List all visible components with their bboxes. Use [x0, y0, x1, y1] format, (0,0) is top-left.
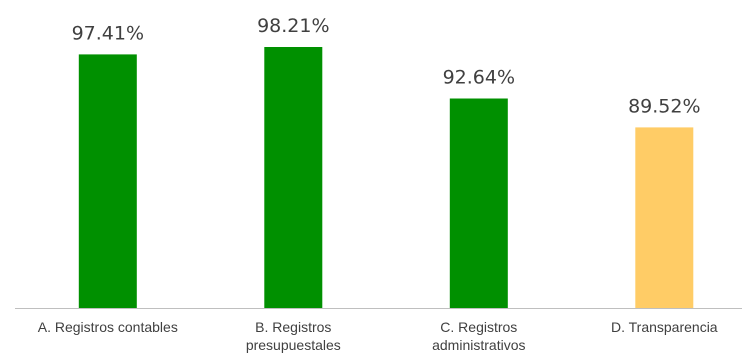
bars-group: [78, 47, 694, 309]
data-labels-group: 97.41% 98.21% 92.64% 89.52%: [72, 15, 701, 117]
data-label-c-registros-administrativos: 92.64%: [443, 67, 515, 89]
data-label-b-registros-presupuestales: 98.21%: [257, 15, 329, 37]
tick-label-d-transparencia: D. Transparencia: [611, 319, 718, 335]
tick-label-c-registros-administrativos: C. Registros administrativos: [432, 319, 525, 353]
bar-b-registros-presupuestales: [264, 47, 323, 308]
bar-c-registros-administrativos: [449, 98, 508, 308]
tick-label-a-registros-contables: A. Registros contables: [38, 319, 178, 335]
tick-label-line: presupuestales: [246, 337, 341, 353]
tick-label-line: B. Registros: [255, 319, 331, 335]
data-label-a-registros-contables: 97.41%: [72, 22, 144, 44]
tick-label-line: administrativos: [432, 337, 525, 353]
tick-label-line: A. Registros contables: [38, 319, 178, 335]
tick-label-line: D. Transparencia: [611, 319, 718, 335]
tick-label-line: C. Registros: [440, 319, 517, 335]
data-label-d-transparencia: 89.52%: [628, 95, 700, 117]
bar-a-registros-contables: [78, 54, 137, 309]
bar-d-transparencia: [635, 127, 694, 309]
tick-label-b-registros-presupuestales: B. Registros presupuestales: [246, 319, 341, 353]
category-labels-group: A. Registros contables B. Registros presup…: [38, 319, 718, 353]
